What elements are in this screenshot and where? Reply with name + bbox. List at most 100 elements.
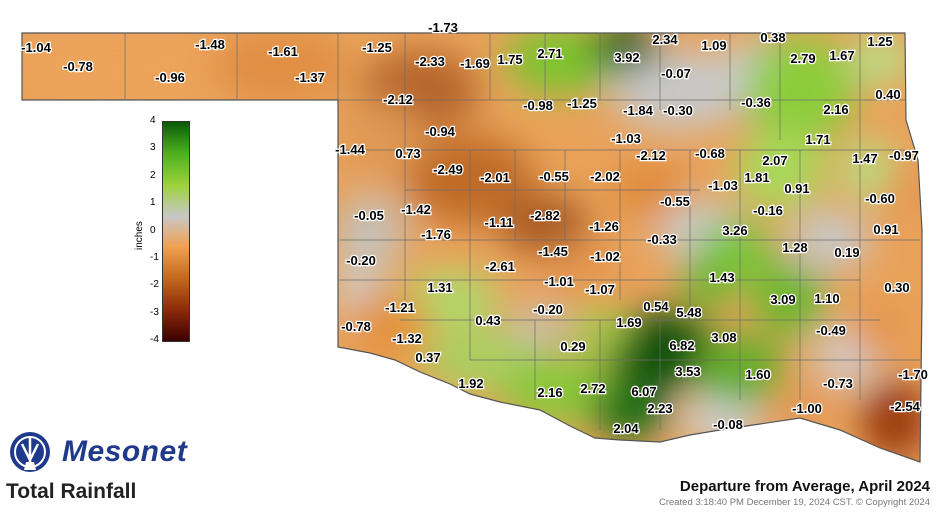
station-value: -1.01 bbox=[544, 274, 574, 289]
station-value: 3.92 bbox=[614, 50, 639, 65]
station-value: 1.75 bbox=[497, 52, 522, 67]
station-value: 1.81 bbox=[744, 170, 769, 185]
station-value: -0.33 bbox=[647, 232, 677, 247]
station-value: -1.73 bbox=[428, 20, 458, 35]
station-value: 1.47 bbox=[852, 151, 877, 166]
brand-name: Mesonet bbox=[62, 435, 188, 468]
station-value: 0.29 bbox=[560, 339, 585, 354]
colorbar-tick: -4 bbox=[150, 334, 159, 345]
station-value: -0.49 bbox=[816, 323, 846, 338]
station-value: -1.45 bbox=[538, 244, 568, 259]
station-value: 6.07 bbox=[631, 384, 656, 399]
station-value: -1.03 bbox=[708, 178, 738, 193]
station-value: 0.37 bbox=[415, 350, 440, 365]
station-value: 0.43 bbox=[475, 313, 500, 328]
station-value: -0.05 bbox=[354, 208, 384, 223]
colorbar-tick: 0 bbox=[150, 224, 156, 236]
station-value: -1.70 bbox=[898, 367, 928, 382]
station-value: 2.71 bbox=[537, 46, 562, 61]
value-labels: -1.04 -0.78 -0.96 -1.48 -1.61 -1.37 -1.25 -1.73… bbox=[20, 19, 929, 438]
station-value: 3.26 bbox=[722, 223, 747, 238]
station-value: -1.26 bbox=[589, 219, 619, 234]
station-value: -1.84 bbox=[623, 103, 653, 118]
colorbar-tick: 4 bbox=[150, 115, 156, 126]
station-value: 2.72 bbox=[580, 381, 605, 396]
station-value: -0.08 bbox=[713, 417, 743, 432]
station-value: -0.98 bbox=[523, 98, 553, 113]
station-value: -0.94 bbox=[425, 124, 455, 139]
station-value: -1.03 bbox=[611, 131, 641, 146]
station-value: -1.44 bbox=[335, 142, 365, 157]
station-value: -0.20 bbox=[346, 253, 376, 268]
station-value: 0.19 bbox=[834, 245, 859, 260]
station-value: -1.00 bbox=[792, 401, 822, 416]
station-value: 3.08 bbox=[711, 330, 736, 345]
station-value: -1.42 bbox=[401, 202, 431, 217]
station-value: 1.92 bbox=[458, 376, 483, 391]
station-value: -0.55 bbox=[539, 169, 569, 184]
station-value: -2.01 bbox=[480, 170, 510, 185]
colorbar-tick: -2 bbox=[150, 279, 159, 291]
station-value: -0.78 bbox=[341, 319, 371, 334]
station-value: -0.68 bbox=[695, 146, 725, 161]
station-value: -1.69 bbox=[460, 56, 490, 71]
station-value: -2.12 bbox=[383, 92, 413, 107]
station-value: 0.30 bbox=[884, 280, 909, 295]
station-value: -1.21 bbox=[385, 300, 415, 315]
map-credit: Created 3:18:40 PM December 19, 2024 CST… bbox=[658, 497, 930, 508]
mesonet-logo: Mesonet bbox=[8, 430, 187, 474]
station-value: 2.34 bbox=[652, 32, 678, 47]
station-value: -1.11 bbox=[485, 215, 514, 230]
station-value: 1.43 bbox=[709, 270, 734, 285]
station-value: -1.48 bbox=[195, 37, 225, 52]
station-value: -1.37 bbox=[295, 70, 325, 85]
product-name: Total Rainfall bbox=[6, 480, 137, 503]
station-value: -0.16 bbox=[753, 203, 783, 218]
station-value: -2.82 bbox=[530, 208, 560, 223]
station-value: 0.91 bbox=[873, 222, 898, 237]
station-value: -0.97 bbox=[889, 148, 919, 163]
station-value: 2.07 bbox=[762, 153, 787, 168]
mesonet-globe-icon bbox=[10, 432, 50, 472]
station-value: -0.73 bbox=[823, 376, 853, 391]
station-value: -0.20 bbox=[533, 302, 563, 317]
station-value: 3.09 bbox=[770, 292, 795, 307]
colorbar-unit: inches bbox=[134, 221, 145, 250]
colorbar-tick: -3 bbox=[150, 306, 159, 318]
station-value: -0.36 bbox=[741, 95, 771, 110]
station-value: -0.55 bbox=[660, 194, 690, 209]
station-value: 2.16 bbox=[537, 385, 562, 400]
station-value: -0.07 bbox=[661, 66, 691, 81]
station-value: 2.16 bbox=[823, 102, 848, 117]
station-value: -1.25 bbox=[362, 40, 392, 55]
station-value: -0.78 bbox=[63, 59, 93, 74]
colorbar bbox=[162, 121, 190, 342]
station-value: 5.48 bbox=[676, 305, 701, 320]
station-value: 1.10 bbox=[814, 291, 839, 306]
station-value: 0.91 bbox=[784, 181, 809, 196]
station-value: 1.25 bbox=[867, 34, 892, 49]
county-lines bbox=[124, 33, 920, 430]
station-value: 1.09 bbox=[701, 38, 726, 53]
colorbar-tick: 1 bbox=[150, 197, 156, 209]
station-value: -1.32 bbox=[392, 331, 422, 346]
station-value: -2.33 bbox=[415, 54, 445, 69]
station-value: -2.02 bbox=[590, 169, 620, 184]
station-value: 2.23 bbox=[647, 401, 672, 416]
station-value: 1.60 bbox=[745, 367, 770, 382]
colorbar-tick: 3 bbox=[150, 142, 156, 154]
station-value: -2.61 bbox=[485, 259, 515, 274]
station-value: -2.12 bbox=[636, 148, 666, 163]
station-value: -0.60 bbox=[865, 191, 895, 206]
station-value: 1.28 bbox=[782, 240, 807, 255]
state-outline bbox=[21, 32, 923, 463]
station-value: -2.49 bbox=[433, 162, 463, 177]
station-value: -1.61 bbox=[268, 44, 298, 59]
station-value: 0.73 bbox=[395, 146, 420, 161]
station-value: 3.53 bbox=[675, 364, 700, 379]
station-value: 0.40 bbox=[875, 87, 900, 102]
station-value: 0.54 bbox=[643, 299, 669, 314]
station-value: -2.54 bbox=[890, 399, 920, 414]
